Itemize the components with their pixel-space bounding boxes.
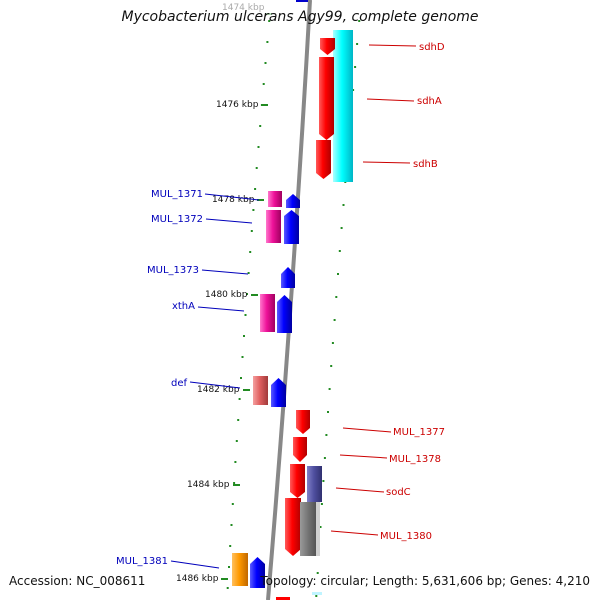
gene-arrow-xthA xyxy=(277,295,292,333)
tick-label: 1486 kbp xyxy=(176,574,219,584)
feature-block-cyan xyxy=(333,30,353,182)
feature-block-gray-strip xyxy=(316,502,320,556)
gene-block-MUL_1381-orange xyxy=(232,553,248,586)
accession-text: Accession: NC_008611 xyxy=(9,574,146,588)
gene-labels: sdhD sdhA sdhB MUL_1371 MUL_1372 MUL_137… xyxy=(116,42,445,567)
gene-label-def: def xyxy=(171,378,188,389)
tick-label: 1478 kbp xyxy=(212,195,255,205)
tick-label: 1482 kbp xyxy=(197,385,240,395)
gene-arrow-sdhD xyxy=(320,38,335,55)
backbone-ring xyxy=(266,0,312,600)
gene-block-def-salmon xyxy=(253,376,268,405)
gene-arrow-sdhB xyxy=(316,140,331,179)
gene-label-xthA: xthA xyxy=(172,301,195,312)
gene-block-MUL_1372-pink xyxy=(266,210,281,243)
gene-label-sdhB: sdhB xyxy=(413,159,438,170)
tick-label: 1474 kbp xyxy=(222,3,265,13)
gene-arrow-MUL_1377 xyxy=(296,410,310,434)
feature-block-top-edge xyxy=(296,0,308,2)
tick-label: 1480 kbp xyxy=(205,290,248,300)
gene-label-MUL_1377: MUL_1377 xyxy=(393,427,445,438)
tick-label: 1484 kbp xyxy=(187,480,230,490)
gene-arrow-MUL_1381 xyxy=(250,557,265,588)
gene-arrow-sodC xyxy=(290,464,305,498)
tick-label: 1476 kbp xyxy=(216,100,259,110)
gene-arrow-MUL_1373 xyxy=(281,267,295,288)
gene-arrow-MUL_1378 xyxy=(293,437,307,462)
gene-label-sdhD: sdhD xyxy=(419,42,445,53)
map-title: Mycobacterium ulcerans Agy99, complete g… xyxy=(121,9,479,25)
gene-label-MUL_1373: MUL_1373 xyxy=(147,265,199,276)
gene-label-MUL_1371: MUL_1371 xyxy=(151,189,203,200)
feature-block-bottom-edge xyxy=(276,597,290,600)
gene-block-MUL_1371-pink xyxy=(268,191,282,207)
gene-label-MUL_1380: MUL_1380 xyxy=(380,531,432,542)
tick-marks: 1474 kbp 1476 kbp 1478 kbp 1480 kbp 1482… xyxy=(176,3,272,584)
gene-label-sodC: sodC xyxy=(386,487,411,498)
gene-label-MUL_1378: MUL_1378 xyxy=(389,454,441,465)
gene-label-MUL_1381: MUL_1381 xyxy=(116,556,168,567)
feature-block-gray xyxy=(300,502,320,556)
gene-arrow-MUL_1371 xyxy=(286,194,300,208)
gene-block-xthA-pink xyxy=(260,294,275,332)
topology-text: Topology: circular; Length: 5,631,606 bp… xyxy=(260,574,590,588)
gene-label-MUL_1372: MUL_1372 xyxy=(151,214,203,225)
leader-lines xyxy=(170,44,417,569)
gene-arrow-MUL_1380 xyxy=(285,498,301,556)
gene-arrow-def xyxy=(271,378,286,407)
dotted-ring-inner xyxy=(226,20,271,589)
feature-block-bottom-edge-cyan xyxy=(312,592,322,595)
gene-label-sdhA: sdhA xyxy=(417,96,442,107)
gene-arrow-MUL_1372 xyxy=(284,210,299,244)
gene-arrow-sdhA xyxy=(319,57,334,140)
feature-block-slate xyxy=(307,466,322,502)
